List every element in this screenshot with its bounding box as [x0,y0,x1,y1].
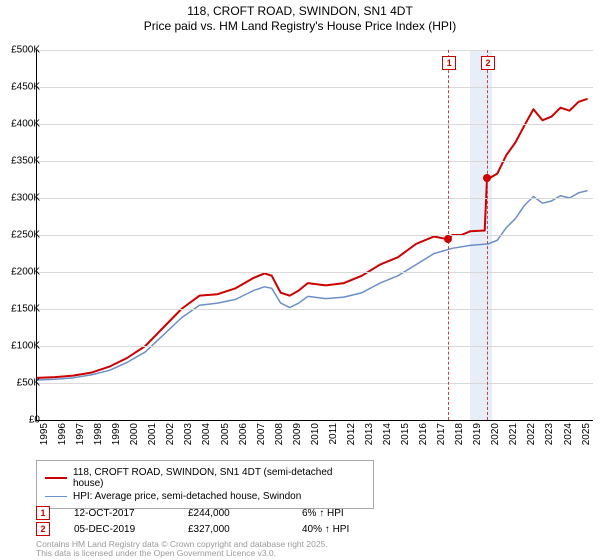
xtick-label: 1998 [93,423,104,445]
event-date-1: 12-OCT-2017 [74,508,164,519]
xtick-label: 2006 [238,423,249,445]
gridline-h [37,87,593,88]
xtick-label: 2022 [526,423,537,445]
gridline-h [37,50,593,51]
legend-label-1: 118, CROFT ROAD, SWINDON, SN1 4DT (semi-… [73,467,365,489]
xtick-label: 2025 [581,423,592,445]
xtick-label: 2021 [508,423,519,445]
xtick-label: 2020 [490,423,501,445]
chart-area: 12 [36,50,593,421]
legend-row: HPI: Average price, semi-detached house,… [45,491,365,502]
ytick-label: £300K [6,193,40,204]
event-price-2: £327,000 [188,524,278,535]
ytick-label: £150K [6,304,40,315]
xtick-label: 2010 [310,423,321,445]
xtick-label: 2015 [400,423,411,445]
ytick-label: £350K [6,156,40,167]
gridline-h [37,161,593,162]
xtick-label: 2018 [454,423,465,445]
xtick-label: 2009 [292,423,303,445]
legend: 118, CROFT ROAD, SWINDON, SN1 4DT (semi-… [36,460,374,509]
legend-swatch-1 [45,477,67,479]
xtick-label: 2019 [472,423,483,445]
chart-marker-box: 1 [442,56,456,70]
ytick-label: £100K [6,341,40,352]
event-vline [487,50,488,420]
event-marker-2: 2 [36,522,50,536]
event-row: 2 05-DEC-2019 £327,000 40% ↑ HPI [36,522,392,536]
gridline-h [37,124,593,125]
legend-row: 118, CROFT ROAD, SWINDON, SN1 4DT (semi-… [45,467,365,489]
event-delta-2: 40% ↑ HPI [302,524,392,535]
chart-container: 118, CROFT ROAD, SWINDON, SN1 4DT Price … [0,0,600,560]
xtick-label: 2011 [328,423,339,445]
title-line-1: 118, CROFT ROAD, SWINDON, SN1 4DT [0,4,600,19]
xtick-label: 2017 [436,423,447,445]
xtick-label: 2003 [183,423,194,445]
xtick-label: 1995 [39,423,50,445]
xtick-label: 2024 [563,423,574,445]
xtick-label: 1999 [111,423,122,445]
xtick-label: 1997 [75,423,86,445]
gridline-h [37,198,593,199]
event-marker-1: 1 [36,506,50,520]
footer-line-2: This data is licensed under the Open Gov… [36,549,328,558]
ytick-label: £500K [6,45,40,56]
xtick-label: 2002 [165,423,176,445]
ytick-label: £0 [6,415,40,426]
xtick-label: 1996 [57,423,68,445]
xtick-label: 2016 [418,423,429,445]
event-row: 1 12-OCT-2017 £244,000 6% ↑ HPI [36,506,392,520]
xtick-label: 2014 [382,423,393,445]
legend-label-2: HPI: Average price, semi-detached house,… [73,491,301,502]
xtick-label: 2004 [201,423,212,445]
chart-marker-box: 2 [481,56,495,70]
gridline-h [37,346,593,347]
event-price-1: £244,000 [188,508,278,519]
ytick-label: £400K [6,119,40,130]
xtick-label: 2012 [346,423,357,445]
gridline-h [37,383,593,384]
event-dot [444,235,452,243]
gridline-h [37,235,593,236]
event-dot [483,174,491,182]
gridline-h [37,272,593,273]
gridline-h [37,309,593,310]
xtick-label: 2001 [147,423,158,445]
ytick-label: £50K [6,378,40,389]
title-line-2: Price paid vs. HM Land Registry's House … [0,19,600,34]
events-block: 1 12-OCT-2017 £244,000 6% ↑ HPI 2 05-DEC… [36,504,392,538]
legend-swatch-2 [45,496,67,497]
title-block: 118, CROFT ROAD, SWINDON, SN1 4DT Price … [0,0,600,34]
ytick-label: £450K [6,82,40,93]
series-hpi [37,191,588,380]
xtick-label: 2023 [544,423,555,445]
event-delta-1: 6% ↑ HPI [302,508,392,519]
footer: Contains HM Land Registry data © Crown c… [36,540,328,559]
xtick-label: 2013 [364,423,375,445]
ytick-label: £250K [6,230,40,241]
event-date-2: 05-DEC-2019 [74,524,164,535]
ytick-label: £200K [6,267,40,278]
xtick-label: 2008 [274,423,285,445]
series-price_paid [37,99,588,378]
xtick-label: 2007 [256,423,267,445]
xtick-label: 2005 [220,423,231,445]
xtick-label: 2000 [129,423,140,445]
